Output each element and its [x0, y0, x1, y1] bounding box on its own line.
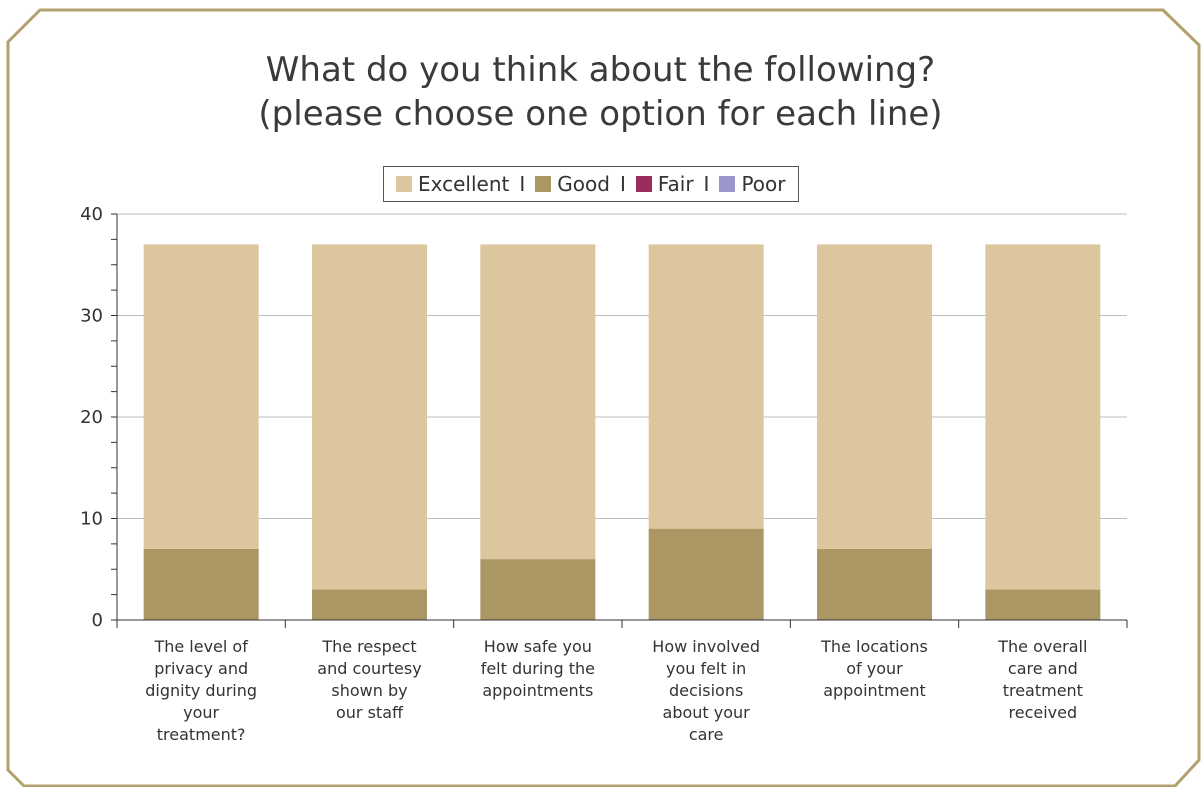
legend-label-fair: Fair: [657, 172, 694, 196]
legend-swatch-poor: [719, 176, 736, 192]
legend-item-poor: Poor: [719, 172, 786, 196]
y-tick-label-0: 0: [92, 610, 103, 631]
legend-separator: I: [703, 172, 710, 196]
bar-excellent-4: [817, 244, 932, 549]
x-category-label-1: The respect and courtesy shown by our st…: [317, 637, 422, 722]
legend-item-fair: Fair: [635, 172, 694, 196]
bar-good-3: [648, 528, 764, 620]
bar-good-0: [143, 548, 259, 620]
bar-excellent-3: [648, 244, 764, 529]
bar-good-2: [480, 559, 596, 620]
bar-good-1: [312, 589, 427, 620]
legend-label-poor: Poor: [741, 172, 786, 196]
x-category-label-3: How involved you felt in decisions about…: [652, 637, 761, 744]
legend-item-excellent: Excellent: [396, 172, 509, 196]
y-tick-label-2: 20: [80, 407, 103, 428]
legend-swatch-fair: [635, 176, 652, 192]
x-category-label-0: The level of privacy and dignity during …: [145, 637, 258, 744]
chart-title: What do you think about the following? (…: [0, 48, 1201, 136]
chart-title-line-1: What do you think about the following?: [265, 50, 936, 90]
bar-excellent-5: [985, 244, 1101, 590]
y-tick-label-3: 30: [80, 306, 103, 327]
legend-item-good: Good: [535, 172, 610, 196]
legend-swatch-excellent: [396, 176, 412, 192]
legend-separator: I: [619, 172, 626, 196]
bar-excellent-2: [480, 244, 596, 560]
chart-legend: Excellent I Good I Fair I Poor: [383, 166, 799, 202]
frame-border: [6, 8, 1201, 787]
chart-title-line-2: (please choose one option for each line): [258, 94, 943, 134]
bar-good-4: [817, 548, 932, 620]
legend-label-excellent: Excellent: [418, 172, 510, 196]
x-category-label-5: The overall care and treatment received: [998, 637, 1088, 722]
bar-excellent-1: [312, 244, 427, 590]
y-tick-label-1: 10: [80, 509, 103, 530]
bar-excellent-0: [143, 244, 259, 549]
legend-separator: I: [519, 172, 526, 196]
legend-label-good: Good: [557, 172, 610, 196]
legend-swatch-good: [535, 176, 552, 192]
bar-good-5: [985, 589, 1101, 620]
x-category-label-4: The locations of your appointment: [821, 637, 928, 700]
x-category-label-2: How safe you felt during the appointment…: [480, 637, 595, 700]
y-tick-label-4: 40: [80, 204, 103, 225]
